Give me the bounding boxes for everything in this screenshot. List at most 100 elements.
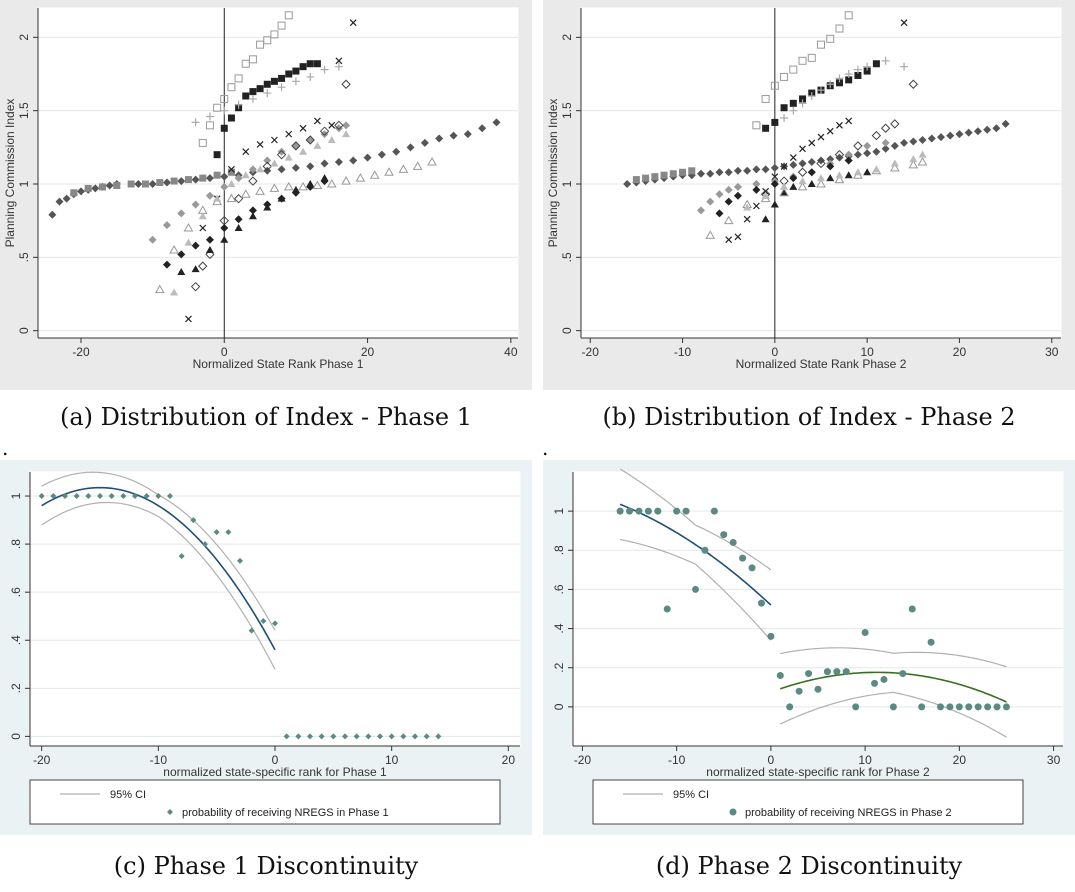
data-point <box>798 99 807 108</box>
chart-panel-b: -20 -10 0 10 20 30 0 .5 1 1.5 2 Normalized State Ra… <box>543 0 1075 390</box>
data-point <box>908 605 916 613</box>
legend-point-swatch <box>167 809 173 815</box>
data-point <box>835 79 843 87</box>
data-point <box>327 136 336 143</box>
y-tick-label: .2 <box>552 662 566 672</box>
data-point <box>478 124 487 133</box>
data-point <box>826 127 834 135</box>
chart-c-svg: -20 -10 0 10 20 0 .2 .4 .6 .8 1 normalized state-sp… <box>0 460 532 835</box>
data-point <box>817 174 825 182</box>
data-point <box>992 124 1001 133</box>
data-point <box>881 56 890 65</box>
data-point <box>845 76 853 84</box>
data-point <box>120 493 127 500</box>
data-point <box>277 194 286 202</box>
data-point <box>334 158 343 166</box>
data-point <box>205 121 214 130</box>
data-point <box>420 138 429 147</box>
data-point <box>715 209 724 218</box>
data-point <box>278 74 286 82</box>
chart-b-svg: -20 -10 0 10 20 30 0 .5 1 1.5 2 Normalized State Ra… <box>543 0 1075 390</box>
data-point <box>770 180 779 188</box>
data-point <box>854 71 862 79</box>
data-point <box>752 185 761 194</box>
data-point <box>752 121 761 130</box>
data-point <box>132 493 138 500</box>
data-point <box>377 150 386 159</box>
data-point <box>349 156 358 165</box>
data-point <box>50 493 57 500</box>
y-tick-label: 0 <box>552 703 566 710</box>
data-point <box>817 156 825 165</box>
data-point <box>789 65 798 74</box>
data-point <box>826 34 835 43</box>
y-tick-label: .4 <box>9 635 23 645</box>
data-point <box>688 167 696 175</box>
y-tick-label: 1 <box>552 507 566 514</box>
data-point <box>108 493 115 500</box>
data-point <box>909 137 918 146</box>
data-point <box>789 182 798 190</box>
data-point <box>263 156 272 165</box>
caption-d: (d) Phase 2 Discontinuity <box>655 852 963 880</box>
data-point <box>715 168 724 177</box>
data-point <box>320 65 329 74</box>
y-tick-label: .4 <box>552 623 566 633</box>
x-tick-label: -20 <box>72 345 90 359</box>
data-point <box>220 224 229 232</box>
data-point <box>291 77 300 86</box>
data-point <box>663 605 671 613</box>
data-point <box>199 174 207 182</box>
data-point <box>844 150 853 159</box>
data-point <box>328 121 336 129</box>
data-point <box>835 24 844 33</box>
data-point <box>277 83 286 92</box>
y-tick-label: .8 <box>9 539 23 549</box>
data-point <box>720 531 728 539</box>
data-point <box>341 79 351 89</box>
x-axis-label: normalized state-specific rank for Phase… <box>163 765 387 779</box>
data-point <box>463 130 472 139</box>
data-point <box>955 130 964 139</box>
data-point <box>798 177 807 185</box>
x-axis-label: normalized state-specific rank for Phase… <box>706 765 930 779</box>
data-point <box>900 19 908 27</box>
data-point <box>177 209 186 218</box>
data-point <box>833 668 841 676</box>
data-point <box>881 138 890 147</box>
data-point <box>853 65 862 74</box>
data-point <box>183 222 194 232</box>
data-point <box>739 554 747 562</box>
data-point <box>285 130 293 138</box>
data-point <box>306 162 315 171</box>
x-tick-label: 40 <box>504 345 518 359</box>
data-point <box>154 284 165 294</box>
data-point <box>909 155 918 163</box>
data-point <box>973 127 982 136</box>
data-point <box>823 668 831 676</box>
data-point <box>889 162 900 172</box>
data-point <box>427 156 437 166</box>
data-point <box>937 703 944 711</box>
data-point <box>917 156 928 166</box>
legend-point-swatch <box>729 808 737 816</box>
data-point <box>780 162 788 170</box>
data-point <box>306 60 314 68</box>
data-point <box>91 184 100 193</box>
data-point <box>299 147 308 155</box>
legend-box <box>29 779 501 825</box>
data-point <box>406 143 415 152</box>
data-point <box>202 541 208 548</box>
data-points <box>616 468 1010 738</box>
data-point <box>799 95 807 103</box>
plot-area <box>580 7 1062 339</box>
data-point <box>285 70 293 78</box>
data-point <box>853 141 863 151</box>
data-point <box>248 627 255 634</box>
x-tick-label: 20 <box>361 345 375 359</box>
data-point <box>141 180 149 188</box>
data-point <box>826 162 835 171</box>
data-point <box>644 507 652 515</box>
data-point <box>283 181 294 191</box>
data-point <box>276 149 287 160</box>
